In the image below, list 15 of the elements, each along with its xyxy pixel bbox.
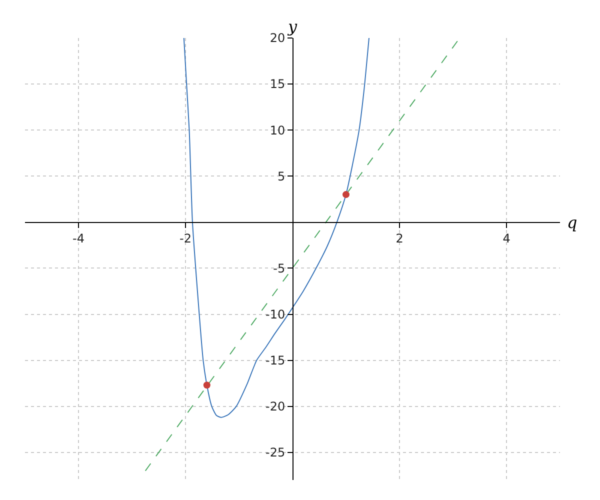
y-tick-label: 20 <box>270 31 286 46</box>
y-tick-label: 15 <box>270 77 286 92</box>
y-axis-title: y <box>287 17 298 36</box>
y-tick-label: -5 <box>273 261 286 276</box>
y-tick-label: -20 <box>265 400 286 414</box>
y-tick-label: -25 <box>265 446 286 460</box>
y-tick-label: -10 <box>265 307 286 322</box>
x-axis-title: q <box>567 213 578 232</box>
y-tick-label: 10 <box>270 123 286 138</box>
x-tick-label: -2 <box>180 232 192 246</box>
y-tick-label: -15 <box>265 353 286 368</box>
x-tick-label: -4 <box>72 232 84 246</box>
y-tick-label: 5 <box>277 169 286 184</box>
x-tick-label: 4 <box>502 232 510 246</box>
x-tick-label: 2 <box>396 232 404 246</box>
